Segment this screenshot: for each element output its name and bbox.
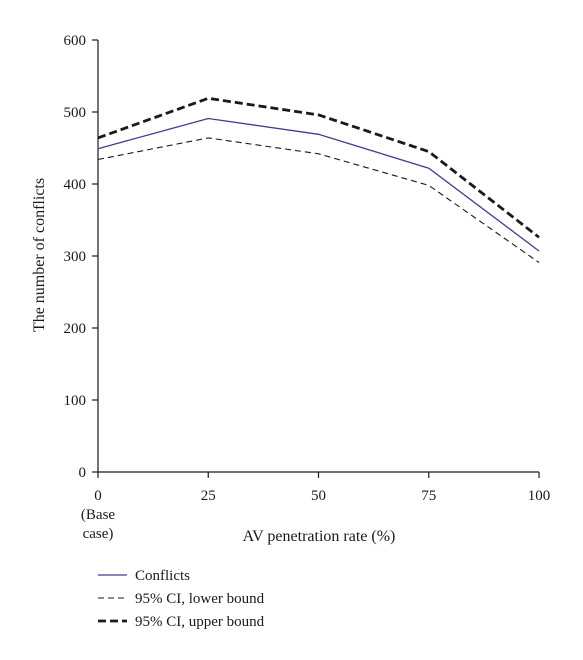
x-tick-label: (Base — [81, 507, 115, 523]
y-tick-label: 500 — [64, 105, 87, 121]
y-tick-label: 400 — [64, 177, 87, 193]
series-layer — [97, 96, 540, 263]
y-tick-label: 100 — [64, 393, 87, 409]
legend-label: 95% CI, lower bound — [135, 591, 265, 607]
series-line-3 — [97, 96, 540, 239]
x-tick-label: case) — [83, 526, 114, 542]
x-tick-label: 75 — [421, 488, 436, 504]
legend-label: Conflicts — [135, 568, 190, 584]
y-tick-label: 300 — [64, 249, 87, 265]
y-tick-label: 200 — [64, 321, 87, 337]
series-line-1 — [97, 117, 540, 252]
x-tick-label: 50 — [311, 488, 326, 504]
legend: Conflicts 95% CI, lower bound 95% CI, uppe… — [98, 568, 265, 630]
x-tick-label: 0 — [94, 488, 102, 504]
axes: 0 100 200 300 400 500 600 0 (Base case) 25 50 75 100 — [64, 33, 551, 542]
y-axis-title: The number of conflicts — [31, 178, 48, 332]
x-tick-label: 25 — [201, 488, 216, 504]
series-line-2 — [97, 137, 540, 263]
x-tick-label: 100 — [528, 488, 551, 504]
y-tick-label: 600 — [64, 33, 87, 49]
legend-label: 95% CI, upper bound — [135, 614, 265, 630]
x-axis-title: AV penetration rate (%) — [243, 528, 396, 545]
y-tick-label: 0 — [79, 465, 87, 481]
